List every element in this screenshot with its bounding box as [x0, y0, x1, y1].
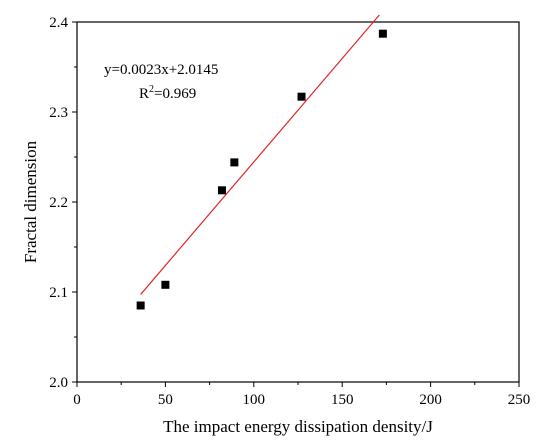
x-tick-label: 0 — [73, 392, 81, 408]
x-tick-label: 50 — [158, 392, 173, 408]
r-squared-superscript: 2 — [149, 84, 154, 95]
data-point-square — [217, 186, 226, 195]
fit-line-layer — [140, 14, 380, 295]
x-tick-label: 150 — [331, 392, 354, 408]
x-tick-label: 100 — [243, 392, 266, 408]
y-tick-label: 2.2 — [49, 195, 68, 211]
y-tick-label: 2.1 — [49, 285, 68, 301]
data-point-square — [297, 92, 306, 101]
y-tick-label: 2.3 — [49, 105, 68, 121]
data-point-square — [136, 301, 145, 310]
r-squared-prefix: R — [139, 86, 149, 102]
r-squared-label: R2=0.969 — [139, 84, 196, 102]
x-axis-title: The impact energy dissipation density/J — [163, 417, 433, 436]
data-point-square — [378, 29, 387, 38]
y-tick-label: 2.0 — [49, 375, 68, 391]
x-tick-label: 200 — [419, 392, 442, 408]
y-tick-label: 2.4 — [49, 15, 68, 31]
data-point-square — [230, 158, 239, 167]
x-axis-ticks: 0 50 100 150 200 250 — [73, 382, 530, 408]
data-points — [136, 29, 387, 310]
data-point-square — [161, 280, 170, 289]
y-axis-ticks: 2.0 2.1 2.2 2.3 2.4 — [49, 15, 77, 391]
r-squared-value: =0.969 — [154, 86, 196, 102]
regression-equation: y=0.0023x+2.0145 — [104, 62, 218, 78]
x-tick-label: 250 — [508, 392, 531, 408]
y-axis-title: Fractal dimension — [21, 140, 40, 263]
regression-fit-line — [140, 14, 380, 295]
